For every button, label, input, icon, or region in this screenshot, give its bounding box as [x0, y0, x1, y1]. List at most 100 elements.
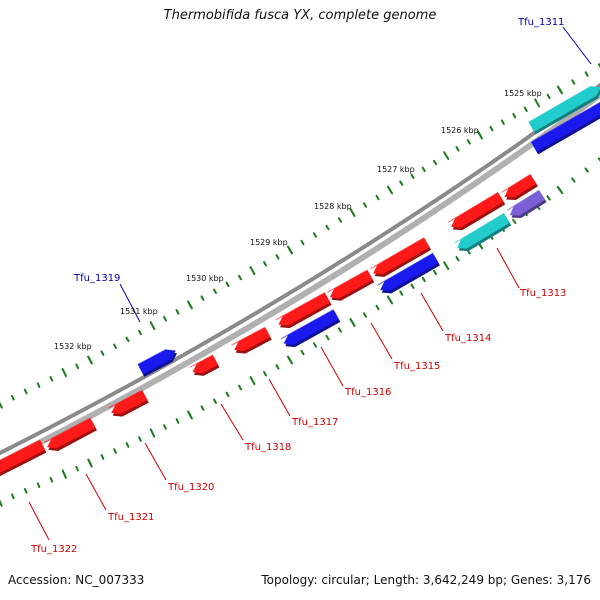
gene-arrow-tfu-1319	[137, 348, 178, 377]
reverse-tick-mark	[225, 391, 230, 398]
gene-arrow-face	[47, 417, 96, 449]
gene-arrow-face	[528, 86, 600, 132]
reverse-tick-mark	[337, 327, 343, 333]
forward-tick-mark	[275, 254, 280, 260]
reverse-tick-mark	[263, 370, 267, 377]
reverse-tick-mark	[432, 269, 438, 276]
gene-leader-line	[28, 501, 50, 541]
forward-tick-mark	[23, 388, 28, 395]
reverse-tick-mark	[187, 410, 193, 420]
gene-leader-line	[320, 346, 344, 387]
gene-label: Tfu_1322	[30, 544, 77, 555]
reverse-tick-mark	[312, 342, 318, 348]
reverse-tick-mark	[286, 355, 294, 365]
forward-tick-mark	[187, 300, 193, 310]
gene-label: Tfu_1321	[107, 512, 154, 523]
reverse-tick-mark	[546, 195, 551, 201]
kbp-tick-label: 1525 kbp	[504, 89, 542, 98]
forward-tick-mark	[466, 139, 471, 145]
forward-tick-mark	[349, 208, 356, 217]
forward-tick-mark	[213, 288, 217, 295]
reverse-tick-mark	[200, 405, 205, 411]
reverse-tick-mark	[0, 499, 3, 507]
reverse-tick-mark	[175, 418, 180, 424]
reverse-tick-mark	[443, 261, 450, 271]
forward-tick-mark	[556, 85, 564, 95]
reverse-tick-mark	[49, 476, 54, 483]
reverse-tick-mark	[375, 304, 380, 311]
gene-label: Tfu_1319	[73, 273, 120, 284]
reverse-tick-mark	[238, 384, 242, 391]
kbp-tick-label: 1528 kbp	[314, 202, 352, 211]
forward-tick-mark	[386, 185, 394, 195]
forward-tick-mark	[597, 63, 600, 68]
forward-tick-mark	[432, 159, 438, 166]
gene-arrow-highlight	[189, 354, 214, 368]
reverse-tick-mark	[61, 469, 67, 479]
kbp-tick-label: 1526 kbp	[441, 126, 479, 135]
forward-tick-mark	[61, 367, 68, 378]
gene-arrow-highlight	[280, 309, 334, 340]
gene-arrow-highlight	[506, 189, 540, 211]
kbp-tick-label: 1527 kbp	[377, 165, 415, 174]
gene-arrow-tfu-1314	[377, 252, 440, 294]
gene-label: Tfu_1314	[444, 333, 491, 344]
forward-tick-mark	[312, 232, 318, 238]
forward-tick-mark	[399, 180, 404, 186]
reverse-tick-mark	[556, 185, 564, 195]
gene-arrow-highlight	[275, 292, 326, 321]
gene-arrow-tfu-1315b	[326, 269, 375, 301]
gene-arrow-face	[509, 190, 546, 216]
gene-arrow-face	[531, 102, 600, 152]
forward-tick-mark	[477, 130, 483, 140]
gene-leader-line	[370, 322, 393, 360]
reverse-tick-mark	[87, 458, 93, 468]
forward-tick-mark	[49, 376, 54, 382]
forward-tick-mark	[10, 394, 15, 401]
reverse-tick-mark	[410, 283, 415, 289]
forward-tick-mark	[571, 79, 576, 85]
forward-tick-mark	[584, 71, 589, 77]
backbone-outer-line	[0, 91, 600, 467]
reverse-tick-mark	[421, 276, 426, 283]
accession-text: Accession: NC_007333	[8, 573, 145, 587]
reverse-tick-mark	[399, 290, 404, 296]
reverse-tick-mark	[36, 482, 41, 489]
reverse-tick-mark	[275, 364, 280, 370]
forward-tick-mark	[0, 401, 3, 409]
leader-layer	[28, 26, 592, 541]
reverse-tick-mark	[571, 177, 576, 183]
forward-tick-mark	[512, 112, 517, 119]
forward-tick-mark	[500, 119, 505, 125]
gene-arrow-highlight	[528, 85, 592, 123]
kbp-tick-label: 1532 kbp	[54, 342, 92, 351]
gene-label: Tfu_1315	[393, 361, 440, 372]
forward-tick-mark	[455, 146, 460, 152]
gene-arrow-tfu-1312	[530, 101, 600, 155]
gene-arrow-face	[278, 292, 331, 326]
reverse-tick-mark	[249, 376, 256, 386]
forward-tick-mark	[489, 125, 494, 132]
forward-tick-mark	[337, 217, 343, 223]
gene-arrow-face	[373, 237, 430, 275]
gene-arrow-tfu-1318	[189, 354, 220, 376]
reverse-tick-mark	[23, 488, 28, 494]
forward-tick-mark	[175, 309, 180, 315]
gene-arrow-highlight	[448, 191, 499, 223]
forward-tick-mark	[325, 224, 330, 231]
reverse-tick-mark	[75, 465, 79, 472]
gene-label: Tfu_1320	[167, 482, 214, 493]
forward-tick-mark	[443, 151, 450, 161]
forward-tick-mark	[238, 274, 242, 281]
forward-tick-mark	[113, 343, 117, 350]
reverse-tick-mark	[300, 349, 305, 356]
reverse-tick-mark	[100, 454, 105, 460]
forward-tick-mark	[100, 350, 105, 356]
reverse-tick-mark	[455, 256, 460, 262]
forward-tick-mark	[149, 321, 156, 331]
reverse-tick-mark	[213, 398, 217, 405]
gene-arrow-face	[137, 349, 176, 375]
forward-tick-mark	[138, 329, 142, 336]
forward-tick-mark	[249, 266, 256, 276]
gene-arrow-face	[451, 192, 504, 228]
